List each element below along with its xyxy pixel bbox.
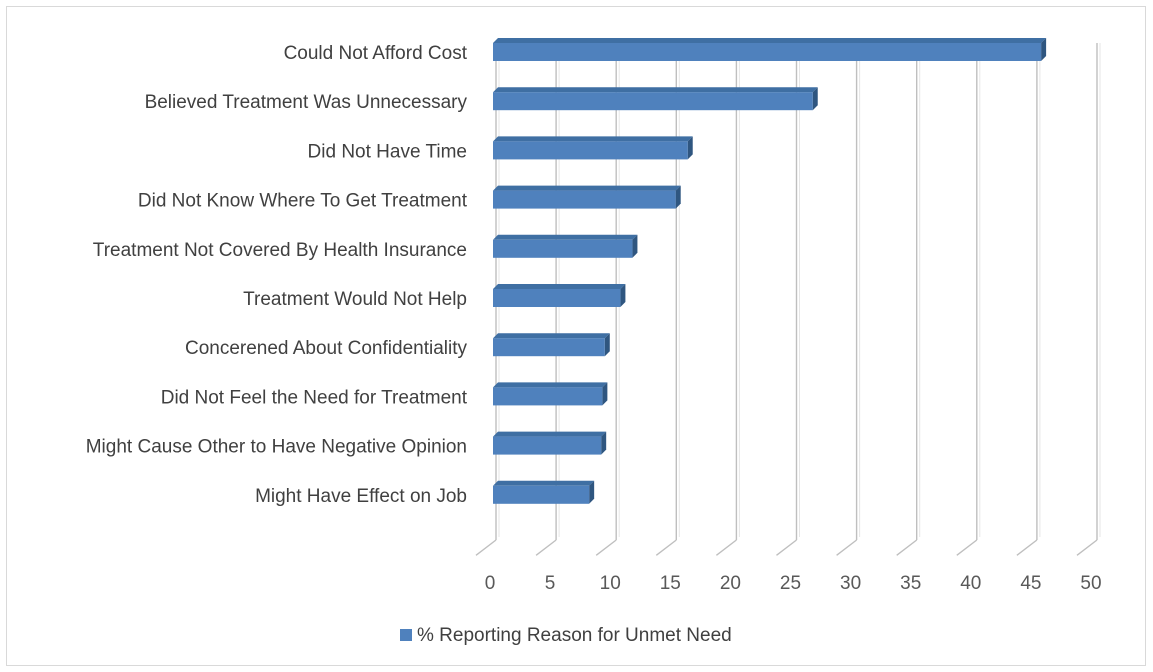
bar-top-face bbox=[493, 284, 626, 289]
bar-top-face bbox=[493, 38, 1047, 43]
x-tick-label: 5 bbox=[545, 573, 556, 594]
bar-front-face bbox=[493, 436, 602, 455]
category-label: Did Not Feel the Need for Treatment bbox=[161, 387, 468, 408]
x-axis-tick-labels: 0 5 10 15 20 25 30 35 40 45 50 bbox=[485, 573, 1102, 594]
category-label: Did Not Have Time bbox=[308, 141, 467, 162]
bar-front-face bbox=[493, 190, 676, 209]
gridline bbox=[715, 43, 740, 556]
legend-swatch bbox=[400, 629, 412, 641]
x-tick-label: 45 bbox=[1020, 573, 1041, 594]
bar bbox=[493, 333, 610, 357]
category-label: Concerened About Confidentiality bbox=[185, 338, 468, 359]
bar-side-face bbox=[632, 234, 638, 258]
bar-top-face bbox=[493, 87, 818, 93]
bar bbox=[493, 431, 607, 455]
x-tick-label: 20 bbox=[720, 573, 741, 594]
category-labels: Could Not Afford Cost Believed Treatment … bbox=[86, 43, 468, 507]
gridline bbox=[836, 43, 861, 556]
bar-front-face bbox=[493, 239, 633, 258]
bar-side-face bbox=[687, 136, 693, 160]
gridline bbox=[1016, 43, 1041, 556]
bar-side-face bbox=[812, 87, 818, 111]
legend-label: % Reporting Reason for Unmet Need bbox=[417, 625, 732, 646]
bar-side-face bbox=[601, 431, 607, 455]
bar-front-face bbox=[493, 485, 590, 504]
x-tick-label: 10 bbox=[600, 573, 621, 594]
bar-top-face bbox=[493, 234, 638, 240]
bar bbox=[493, 38, 1047, 61]
bar-side-face bbox=[620, 284, 626, 307]
bar-front-face bbox=[493, 43, 1042, 61]
bar-side-face bbox=[675, 185, 681, 209]
category-label: Might Cause Other to Have Negative Opini… bbox=[86, 437, 467, 458]
bar-side-face bbox=[1041, 38, 1047, 61]
bar bbox=[493, 284, 626, 307]
bar bbox=[493, 480, 595, 504]
bar bbox=[493, 87, 818, 111]
x-tick-label: 40 bbox=[960, 573, 981, 594]
bar-top-face bbox=[493, 382, 608, 388]
x-tick-label: 50 bbox=[1080, 573, 1101, 594]
gridline bbox=[776, 43, 800, 556]
bar bbox=[493, 234, 638, 258]
bar-top-face bbox=[493, 136, 693, 142]
gridline bbox=[956, 43, 981, 556]
bar bbox=[493, 136, 693, 160]
bar-side-face bbox=[602, 382, 608, 406]
bar-front-face bbox=[493, 387, 603, 406]
bar-side-face bbox=[589, 480, 595, 504]
gridline bbox=[1076, 43, 1101, 556]
category-label: Might Have Effect on Job bbox=[255, 486, 467, 507]
category-label: Treatment Not Covered By Health Insuranc… bbox=[93, 240, 467, 261]
x-tick-label: 30 bbox=[840, 573, 861, 594]
bar-chart: Could Not Afford Cost Believed Treatment … bbox=[86, 38, 1102, 646]
chart-area: Could Not Afford Cost Believed Treatment … bbox=[6, 6, 1146, 666]
bar-side-face bbox=[604, 333, 610, 357]
gridline bbox=[896, 43, 921, 556]
gridline bbox=[655, 43, 680, 556]
category-label: Believed Treatment Was Unnecessary bbox=[145, 92, 468, 113]
x-tick-label: 0 bbox=[485, 573, 496, 594]
bar-front-face bbox=[493, 141, 688, 160]
bars bbox=[493, 38, 1047, 504]
bar-front-face bbox=[493, 289, 621, 307]
bar-top-face bbox=[493, 333, 610, 339]
x-tick-label: 25 bbox=[780, 573, 801, 594]
bar bbox=[493, 185, 681, 209]
gridlines bbox=[475, 43, 1101, 556]
category-label: Treatment Would Not Help bbox=[243, 289, 467, 310]
x-tick-label: 15 bbox=[660, 573, 681, 594]
bar-front-face bbox=[493, 92, 813, 111]
category-label: Could Not Afford Cost bbox=[284, 43, 468, 64]
bar bbox=[493, 382, 608, 406]
bar-front-face bbox=[493, 338, 605, 357]
bar-top-face bbox=[493, 480, 595, 486]
legend: % Reporting Reason for Unmet Need bbox=[400, 625, 732, 646]
bar-top-face bbox=[493, 431, 607, 437]
category-label: Did Not Know Where To Get Treatment bbox=[138, 191, 468, 212]
bar-top-face bbox=[493, 185, 681, 191]
x-tick-label: 35 bbox=[900, 573, 921, 594]
